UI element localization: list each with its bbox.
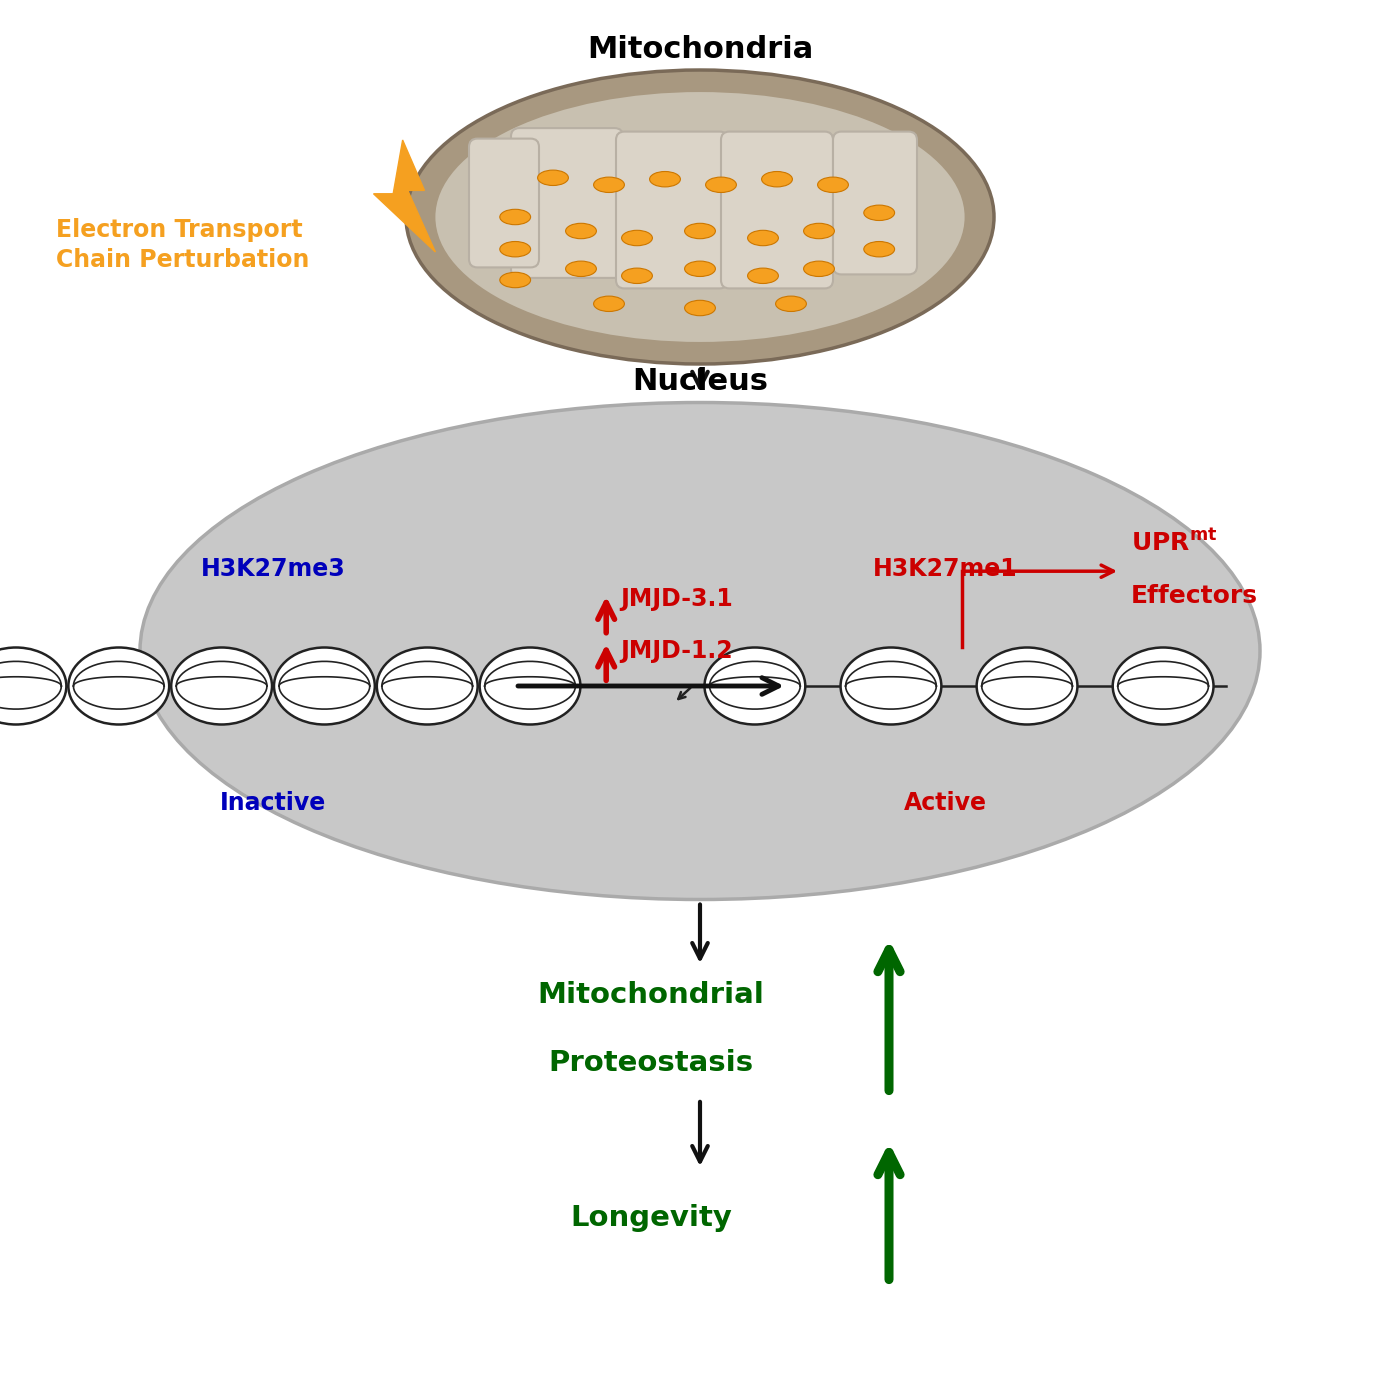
Text: Electron Transport
Chain Perturbation: Electron Transport Chain Perturbation [56,217,309,273]
Ellipse shape [0,647,66,725]
Ellipse shape [804,260,834,277]
Polygon shape [374,140,435,252]
Text: Longevity: Longevity [570,1204,732,1232]
Text: H3K27me3: H3K27me3 [200,557,346,581]
FancyBboxPatch shape [721,132,833,288]
Ellipse shape [538,169,568,185]
Ellipse shape [594,176,624,192]
Ellipse shape [500,209,531,225]
Ellipse shape [977,647,1078,725]
Ellipse shape [864,241,895,258]
Text: Effectors: Effectors [1131,584,1259,609]
Ellipse shape [704,647,805,725]
Ellipse shape [69,647,169,725]
FancyBboxPatch shape [616,132,728,288]
Text: Inactive: Inactive [220,791,326,815]
Text: UPR$^{\mathbf{mt}}$: UPR$^{\mathbf{mt}}$ [1131,531,1218,556]
Text: Active: Active [903,791,987,815]
Ellipse shape [762,172,792,188]
Ellipse shape [818,176,848,192]
Ellipse shape [1113,647,1214,725]
Ellipse shape [500,272,531,288]
Text: JMJD-3.1: JMJD-3.1 [620,587,734,612]
Ellipse shape [566,260,596,277]
Ellipse shape [377,647,477,725]
Text: Mitochondria: Mitochondria [587,35,813,64]
Ellipse shape [776,295,806,312]
Ellipse shape [706,176,736,192]
Ellipse shape [748,267,778,283]
Ellipse shape [500,241,531,258]
Ellipse shape [748,230,778,246]
Ellipse shape [840,647,941,725]
FancyBboxPatch shape [469,139,539,267]
Ellipse shape [622,230,652,246]
Ellipse shape [685,260,715,277]
Ellipse shape [140,403,1260,900]
Text: JMJD-1.2: JMJD-1.2 [620,638,732,664]
Text: Nucleus: Nucleus [631,367,769,395]
Ellipse shape [406,70,994,364]
Ellipse shape [804,223,834,238]
Ellipse shape [171,647,272,725]
Ellipse shape [435,92,965,342]
Ellipse shape [685,300,715,316]
Ellipse shape [685,223,715,238]
Ellipse shape [650,172,680,188]
Ellipse shape [480,647,581,725]
Ellipse shape [274,647,375,725]
FancyBboxPatch shape [833,132,917,274]
Text: Mitochondrial: Mitochondrial [538,981,764,1009]
Ellipse shape [566,223,596,238]
Ellipse shape [622,267,652,283]
Ellipse shape [594,295,624,312]
Ellipse shape [864,204,895,220]
Text: H3K27me1: H3K27me1 [872,557,1018,581]
FancyBboxPatch shape [511,129,623,279]
Text: Proteostasis: Proteostasis [549,1049,753,1077]
